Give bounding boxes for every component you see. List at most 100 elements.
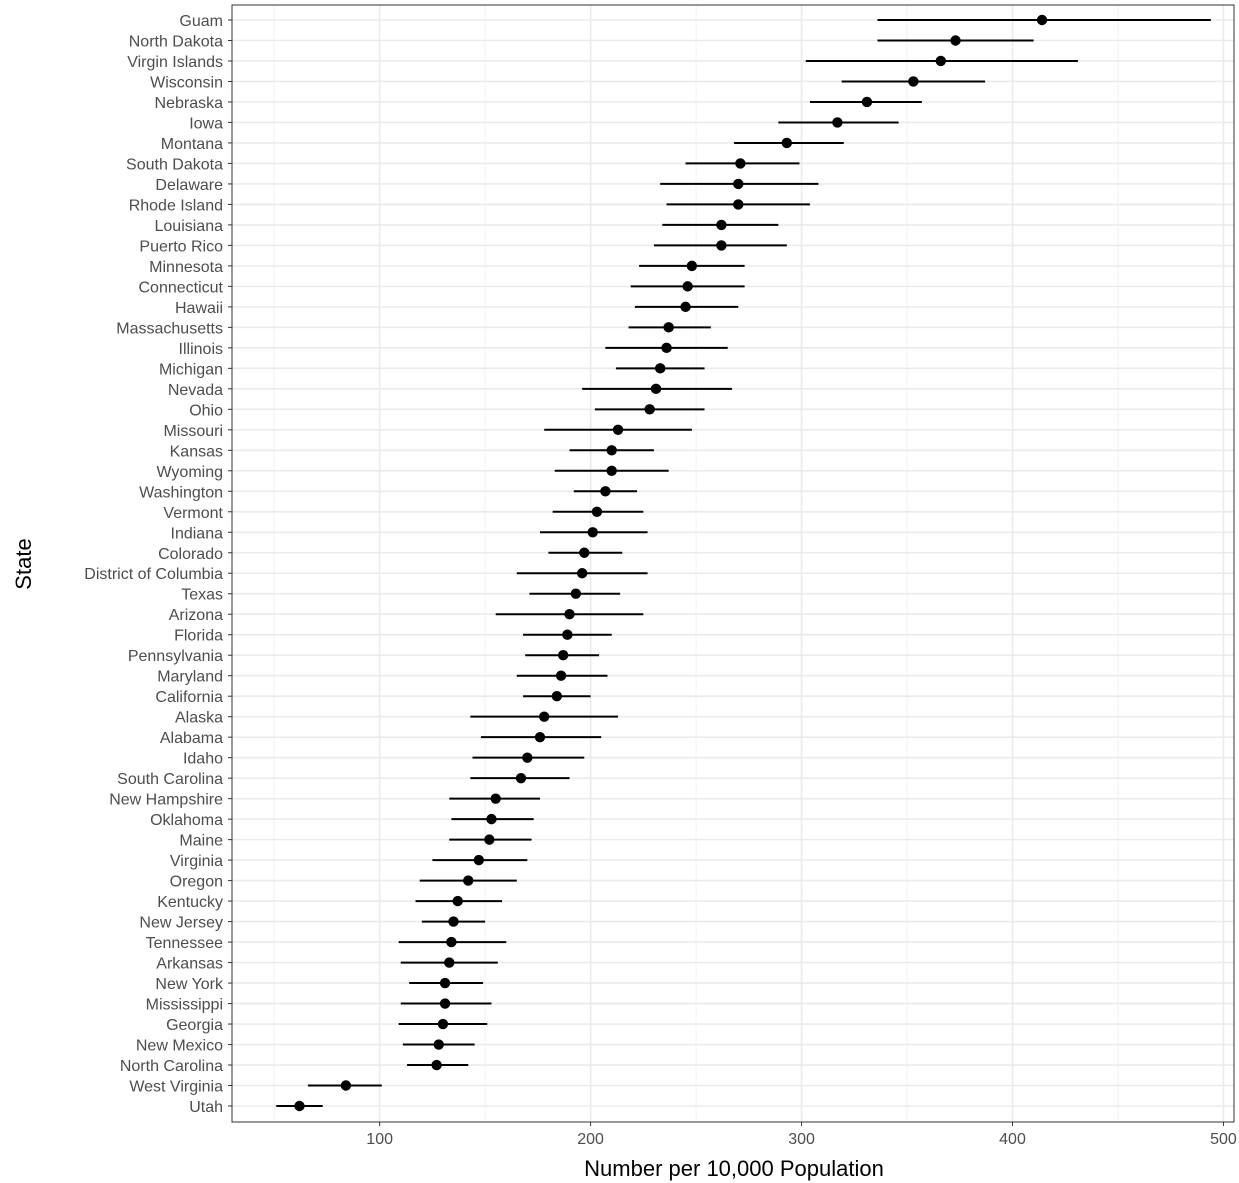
y-tick-label: Wisconsin bbox=[150, 74, 223, 91]
x-axis: 100 200 300 400 500 bbox=[366, 1122, 1237, 1148]
data-point bbox=[680, 301, 691, 313]
data-point bbox=[733, 199, 744, 210]
x-tick-label: 200 bbox=[577, 1131, 604, 1148]
y-tick-label: Connecticut bbox=[139, 279, 224, 296]
y-tick-label: Mississippi bbox=[146, 997, 223, 1014]
y-tick-label: Arkansas bbox=[156, 956, 223, 973]
y-tick-label: Florida bbox=[174, 628, 223, 645]
data-point bbox=[557, 650, 569, 661]
data-point bbox=[484, 834, 495, 845]
y-tick-label: Tennessee bbox=[146, 935, 223, 952]
data-points bbox=[294, 14, 1048, 1112]
y-tick-label: Nevada bbox=[168, 382, 223, 399]
y-tick-label: New Hampshire bbox=[109, 792, 223, 809]
data-point bbox=[591, 506, 603, 517]
y-tick-label: Montana bbox=[161, 136, 223, 153]
data-point bbox=[562, 629, 573, 640]
data-point bbox=[606, 445, 617, 456]
y-tick-label: Pennsylvania bbox=[128, 648, 223, 665]
y-tick-label: Kentucky bbox=[157, 894, 223, 911]
y-tick-label: Texas bbox=[181, 587, 223, 604]
data-point bbox=[515, 772, 527, 784]
y-tick-label: Delaware bbox=[155, 177, 223, 194]
y-tick-label: North Dakota bbox=[129, 33, 223, 50]
data-point bbox=[661, 342, 672, 354]
data-point bbox=[650, 383, 662, 395]
y-tick-label: Vermont bbox=[163, 505, 223, 522]
x-tick-label: 100 bbox=[366, 1131, 393, 1148]
data-point bbox=[439, 998, 451, 1009]
y-tick-label: West Virginia bbox=[129, 1079, 223, 1096]
y-tick-label: Alabama bbox=[160, 730, 223, 747]
y-tick-label: Kansas bbox=[170, 443, 223, 460]
y-tick-label: Guam bbox=[179, 13, 223, 30]
y-tick-label: Puerto Rico bbox=[139, 238, 223, 255]
data-point bbox=[655, 363, 666, 374]
data-point bbox=[555, 670, 567, 681]
data-point bbox=[340, 1080, 352, 1091]
y-tick-label: Maryland bbox=[157, 669, 223, 686]
data-point bbox=[663, 322, 674, 333]
y-tick-label: Minnesota bbox=[149, 259, 223, 276]
y-tick-label: Georgia bbox=[166, 1017, 223, 1034]
data-point bbox=[473, 854, 485, 866]
data-point bbox=[444, 957, 455, 968]
data-point bbox=[433, 1039, 444, 1050]
data-point bbox=[564, 609, 575, 620]
data-point bbox=[1036, 14, 1048, 26]
y-tick-label: South Carolina bbox=[117, 771, 223, 788]
panel-border bbox=[231, 4, 1235, 1123]
data-point bbox=[682, 281, 693, 292]
data-point bbox=[908, 76, 919, 87]
x-tick-label: 300 bbox=[788, 1131, 815, 1148]
data-point bbox=[294, 1100, 305, 1112]
y-tick-label: Oregon bbox=[170, 874, 223, 891]
y-tick-label: New Jersey bbox=[139, 915, 223, 932]
data-point bbox=[587, 527, 598, 538]
y-tick-label: Maine bbox=[179, 833, 223, 850]
y-tick-label: Iowa bbox=[189, 115, 223, 132]
y-tick-label: North Carolina bbox=[120, 1058, 223, 1075]
y-tick-label: Utah bbox=[189, 1099, 223, 1116]
data-point bbox=[686, 260, 698, 272]
data-point bbox=[551, 690, 563, 702]
data-point bbox=[486, 813, 497, 825]
data-point bbox=[576, 568, 588, 579]
y-tick-label: Washington bbox=[139, 484, 223, 501]
y-tick-label: Nebraska bbox=[155, 95, 224, 112]
y-tick-label: Virginia bbox=[170, 853, 223, 870]
data-point bbox=[733, 178, 744, 190]
data-point bbox=[781, 137, 792, 149]
data-point bbox=[446, 936, 457, 948]
data-point bbox=[522, 752, 533, 763]
data-point bbox=[950, 35, 961, 46]
data-point bbox=[832, 117, 843, 128]
y-tick-label: Ohio bbox=[189, 402, 223, 419]
data-point bbox=[716, 219, 727, 231]
y-tick-label: Oklahoma bbox=[150, 812, 223, 829]
y-tick-label: South Dakota bbox=[126, 156, 223, 173]
data-point bbox=[448, 916, 459, 927]
y-tick-label: Indiana bbox=[171, 525, 224, 542]
data-point bbox=[612, 424, 624, 436]
y-tick-label: California bbox=[155, 689, 223, 706]
data-point bbox=[539, 711, 550, 722]
x-tick-label: 400 bbox=[999, 1131, 1026, 1148]
y-tick-label: New York bbox=[155, 976, 224, 993]
data-point bbox=[534, 731, 546, 743]
y-tick-label: Alaska bbox=[175, 710, 223, 727]
data-point bbox=[431, 1059, 442, 1071]
y-tick-label: Idaho bbox=[183, 751, 223, 768]
data-point bbox=[600, 486, 611, 497]
y-tick-label: New Mexico bbox=[136, 1038, 223, 1055]
data-point bbox=[735, 158, 746, 169]
data-point bbox=[716, 240, 727, 251]
x-axis-title: Number per 10,000 Population bbox=[584, 1156, 884, 1181]
data-point bbox=[463, 875, 474, 886]
y-tick-label: Wyoming bbox=[156, 464, 223, 481]
y-tick-label: Illinois bbox=[179, 341, 223, 358]
data-point bbox=[439, 977, 451, 989]
data-point bbox=[570, 588, 582, 599]
y-tick-label: Missouri bbox=[163, 423, 223, 440]
